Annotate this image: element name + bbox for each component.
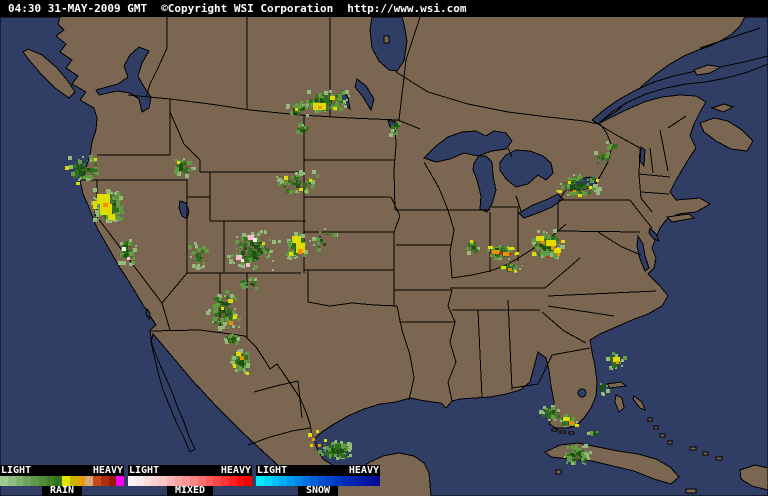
echo-cluster-kentucky-south-arm bbox=[500, 263, 523, 273]
echo-cluster-saskatchewan bbox=[300, 90, 350, 113]
echo-cluster-mexico-chihuahua bbox=[230, 349, 250, 375]
echo-cluster-sask-west-tail bbox=[286, 103, 309, 117]
echo-cluster-newmexico-tail bbox=[224, 334, 240, 345]
lakes bbox=[94, 78, 660, 398]
bahama-cay bbox=[715, 456, 723, 461]
echo-cluster-mexico-tamaulipas bbox=[308, 430, 352, 460]
prince-edward-island bbox=[710, 103, 735, 113]
echo-cluster-florida-keys-core bbox=[560, 414, 579, 427]
echo-cluster-norcal-nevada bbox=[91, 188, 124, 223]
echo-cluster-idaho bbox=[174, 158, 196, 178]
copyright-text: ©Copyright WSI Corporation bbox=[161, 2, 334, 15]
bahama-cay bbox=[647, 417, 653, 422]
echo-cluster-plains-specks bbox=[309, 228, 338, 252]
echo-cluster-arizona-newmexico bbox=[206, 290, 241, 331]
james-bay-island bbox=[383, 35, 390, 44]
pacific-ocean bbox=[0, 16, 309, 496]
echo-cluster-lake-ontario bbox=[556, 174, 602, 197]
florida-key bbox=[551, 428, 558, 432]
nova-scotia bbox=[699, 117, 754, 152]
bahama-cay bbox=[702, 451, 709, 456]
bahama-cay bbox=[653, 425, 659, 430]
echo-cluster-wyoming-montana bbox=[276, 170, 319, 194]
lake-okeechobee bbox=[577, 388, 587, 398]
vancouver-island bbox=[22, 48, 76, 99]
echo-cluster-keys-east-specks bbox=[587, 431, 598, 436]
andros-island bbox=[614, 394, 625, 413]
echo-cluster-sierra-arm bbox=[118, 239, 137, 266]
echo-cluster-florida-atlantic bbox=[606, 352, 627, 370]
echo-cluster-quebec-specks bbox=[606, 141, 617, 150]
bahama-cay bbox=[667, 440, 673, 445]
lake-superior bbox=[423, 130, 513, 163]
florida-key bbox=[559, 430, 566, 434]
st-lawrence-estuary bbox=[591, 55, 768, 125]
echo-cluster-colorado-south-arm bbox=[240, 277, 258, 290]
echo-cluster-florida-bay bbox=[539, 405, 560, 421]
lake-huron bbox=[499, 149, 554, 188]
echo-cluster-utah bbox=[188, 242, 209, 270]
long-island bbox=[665, 213, 696, 223]
echo-cluster-florida-east-specks bbox=[599, 383, 610, 396]
james-bay bbox=[369, 16, 408, 72]
anticosti-island bbox=[693, 64, 723, 76]
echo-cluster-cuba bbox=[564, 444, 592, 465]
salton-sea bbox=[145, 307, 151, 321]
echo-cluster-ontario-speck bbox=[389, 129, 398, 137]
wsi-url: http://www.wsi.com bbox=[347, 2, 467, 15]
echo-cluster-ohiovalley-kentucky bbox=[487, 245, 519, 260]
lake-michigan bbox=[472, 155, 497, 213]
atlantic-gulf-ocean bbox=[313, 16, 768, 496]
grand-bahama bbox=[606, 381, 628, 389]
chesapeake-bay bbox=[636, 234, 650, 272]
radar-echoes bbox=[65, 90, 627, 465]
timestamp: 04:30 31-MAY-2009 GMT bbox=[8, 2, 148, 15]
echo-cluster-colorado-kansas-dense bbox=[286, 232, 308, 260]
state-borders bbox=[78, 16, 761, 446]
florida-key bbox=[568, 431, 575, 435]
bahama-cay bbox=[659, 433, 666, 438]
echo-cluster-ohiovalley-westvirginia bbox=[532, 229, 565, 259]
top-bar: 04:30 31-MAY-2009 GMT ©Copyright WSI Corp… bbox=[0, 0, 768, 17]
echo-cluster-montana-nd-speck bbox=[391, 122, 401, 130]
lake-erie bbox=[518, 193, 564, 219]
hispaniola bbox=[739, 464, 768, 491]
echo-cluster-colorado-main bbox=[227, 230, 281, 271]
eleuthera bbox=[632, 395, 646, 411]
echo-cluster-indiana-specks bbox=[466, 240, 480, 255]
lake-winnipeg bbox=[354, 78, 375, 112]
bahama-cay bbox=[689, 446, 697, 451]
echo-cluster-oregon bbox=[65, 155, 99, 185]
lake-champlain bbox=[639, 146, 646, 168]
isle-of-youth bbox=[555, 469, 562, 475]
delaware-bay bbox=[648, 226, 660, 242]
echo-cluster-upstate-ny-trail bbox=[594, 151, 610, 164]
jamaica bbox=[685, 488, 697, 494]
echo-cluster-manitoba-border-specks bbox=[296, 123, 309, 135]
